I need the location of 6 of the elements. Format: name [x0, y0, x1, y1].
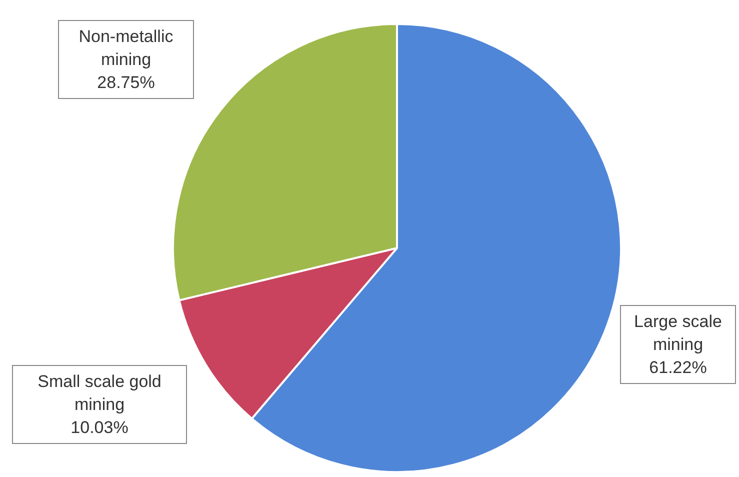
data-label: 61.22%: [648, 357, 708, 379]
data-label: 10.03%: [70, 417, 130, 439]
data-label: 28.75%: [96, 72, 156, 94]
slice-label: Non-metallic mining: [78, 26, 174, 71]
slice-label: Large scale mining: [633, 311, 723, 356]
slice-label: Small scale gold mining: [36, 371, 162, 416]
